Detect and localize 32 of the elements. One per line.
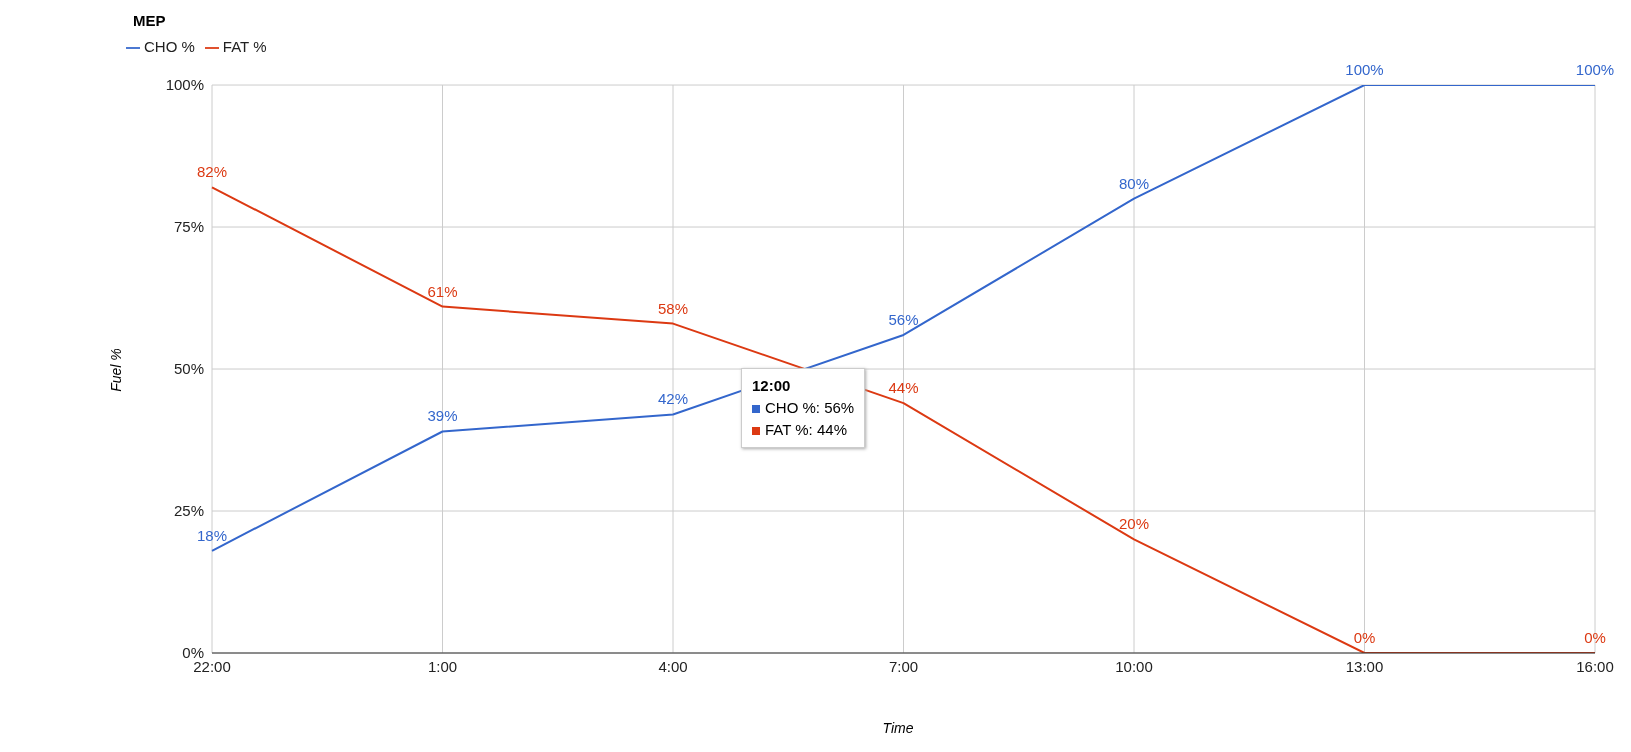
data-label: 58% [657,299,689,317]
x-tick-label: 10:00 [1115,657,1153,675]
x-axis-title: Time [882,720,914,736]
data-label: 56% [888,310,919,328]
data-label: 0% [1353,629,1376,646]
data-label: 39% [427,407,458,425]
annotation: CHO %: 56% [764,398,855,418]
y-tick-label: 75% [173,218,204,236]
legend-label: FAT % [222,38,267,55]
data-label: 100% [1345,61,1384,79]
x-tick-label: 13:00 [1345,657,1384,675]
data-label: 20% [1118,515,1150,533]
data-label: 0% [1584,629,1606,646]
data-label: 80% [1118,174,1150,192]
x-tick-label: 7:00 [888,657,919,675]
data-label: 82% [196,163,228,181]
y-tick-label: 25% [173,502,204,520]
chart-title: MEP [133,12,166,29]
annotation: 12:00 [752,376,792,396]
data-label: 18% [196,526,228,544]
x-tick-label: 16:00 [1576,657,1614,675]
y-axis-title: Fuel % [108,348,124,392]
x-tick-label: 1:00 [427,657,458,675]
annotation: FAT %: 44% [764,420,848,440]
data-label: 42% [657,390,689,408]
legend-label: CHO % [144,38,195,55]
data-label: 100% [1575,61,1615,79]
y-tick-label: 50% [173,360,204,378]
y-tick-label: 100% [165,76,204,94]
data-label: 44% [888,379,919,397]
x-tick-label: 4:00 [658,657,688,675]
data-label: 61% [427,282,458,300]
